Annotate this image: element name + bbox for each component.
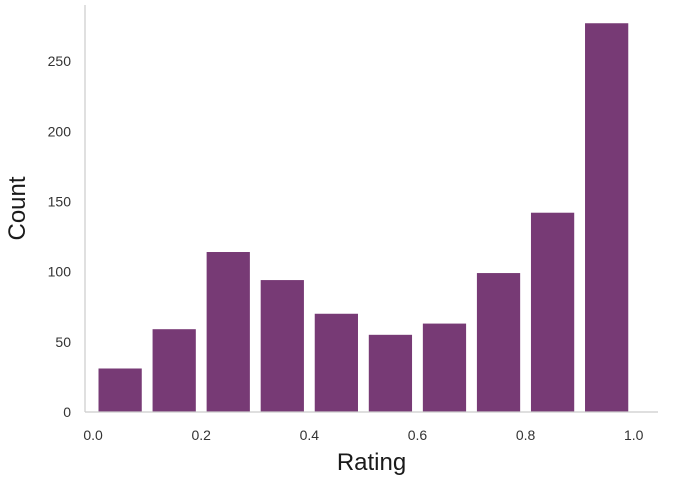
bars-group	[98, 23, 629, 413]
histogram-bar-6	[422, 323, 467, 412]
x-tick-label: 0.0	[83, 427, 103, 443]
histogram-bar-1	[152, 329, 196, 412]
x-tick-label: 0.8	[516, 427, 536, 443]
x-tick-labels: 0.0 0.2 0.4 0.6 0.8 1.0	[83, 427, 643, 443]
x-tick-label: 0.2	[191, 427, 211, 443]
x-tick-label: 0.4	[300, 427, 320, 443]
y-tick-label: 200	[48, 123, 72, 139]
y-axis-title: Count	[4, 176, 31, 240]
y-tick-label: 250	[48, 53, 72, 69]
x-tick-label: 1.0	[624, 427, 644, 443]
histogram-bar-4	[314, 313, 358, 412]
histogram-bar-5	[368, 334, 413, 412]
histogram-bar-3	[260, 280, 304, 412]
y-tick-label: 150	[48, 193, 72, 209]
x-axis-title: Rating	[337, 449, 406, 476]
histogram-bar-7	[476, 273, 521, 412]
histogram-bar-0	[98, 368, 142, 412]
x-tick-label: 0.6	[408, 427, 428, 443]
y-tick-label: 50	[55, 334, 71, 350]
y-tick-label: 0	[63, 404, 71, 420]
histogram-bar-2	[206, 252, 250, 412]
y-tick-label: 100	[48, 264, 72, 280]
histogram-bar-9	[585, 23, 629, 413]
y-tick-labels: 0 50 100 150 200 250	[48, 53, 72, 420]
histogram-bar-8	[530, 212, 575, 412]
